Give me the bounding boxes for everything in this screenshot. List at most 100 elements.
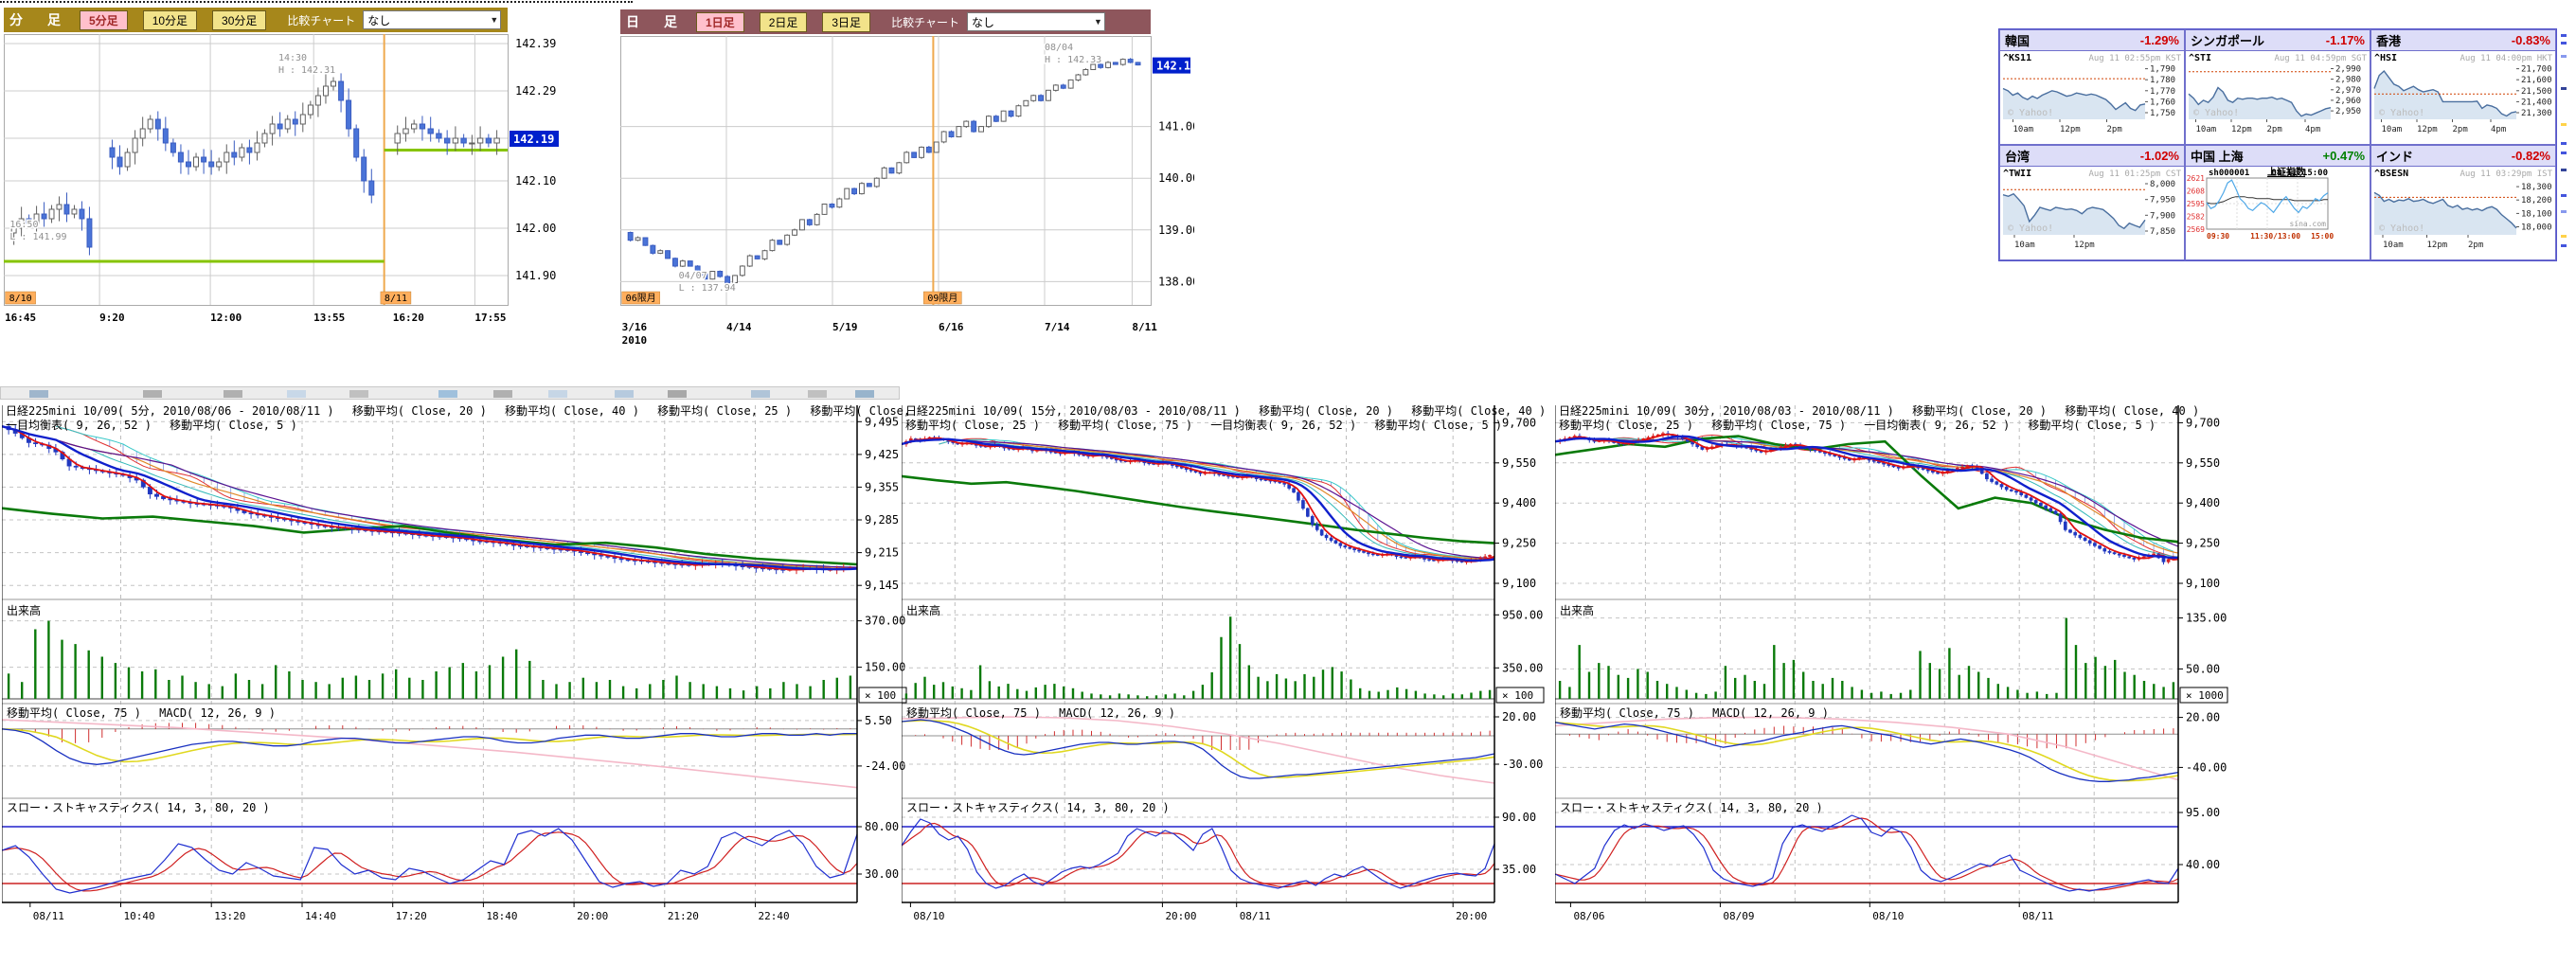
strip-block[interactable]: [29, 390, 48, 398]
svg-text:21,500: 21,500: [2521, 87, 2552, 97]
index-mini-chart[interactable]: ^KS11 Aug 11 02:55pm KST1,7901,7801,7701,…: [2000, 51, 2184, 144]
edge-mark: [2561, 123, 2567, 126]
minute-chart-period-button-0[interactable]: 5分足: [80, 9, 128, 30]
svg-text:4pm: 4pm: [2305, 125, 2320, 134]
price-axis-label: 9,700: [2186, 416, 2220, 429]
strip-block[interactable]: [493, 390, 512, 398]
strip-block[interactable]: [615, 390, 634, 398]
svg-text:^STI: ^STI: [2189, 53, 2211, 63]
edge-mark: [2561, 235, 2567, 238]
strip-block[interactable]: [287, 390, 306, 398]
annotation: 04/07: [679, 271, 707, 281]
volume-multiplier: × 1000: [2186, 689, 2224, 702]
technical-chart-0[interactable]: 9,495 9,425 9,355 9,285 9,215 9,145 日経225mini …: [1, 402, 944, 937]
svg-text:50.00: 50.00: [2186, 662, 2220, 675]
svg-text:2pm: 2pm: [2267, 125, 2282, 134]
thumbnail-strip[interactable]: [0, 386, 900, 400]
index-box-3[interactable]: 台湾 -1.02% ^TWII Aug 11 01:25pm CST 8,000 7,95…: [1999, 145, 2185, 260]
index-box-1[interactable]: シンガポール -1.17% ^STI Aug 11 04:59pm SGT 2,990 2…: [2185, 29, 2370, 145]
svg-text:2621: 2621: [2187, 174, 2205, 183]
strip-block[interactable]: [224, 390, 242, 398]
active-window-dotted-border: [0, 1, 633, 3]
time-axis-label: 20:00: [577, 910, 608, 922]
strip-block[interactable]: [808, 390, 827, 398]
index-box-5[interactable]: インド -0.82% ^BSESN Aug 11 03:29pm IST 18,300 1…: [2370, 145, 2556, 260]
svg-text:上证指数: 上证指数: [2267, 167, 2306, 178]
macd-panel-label: 移動平均( Close, 75 ) MACD( 12, 26, 9 ): [7, 706, 276, 720]
chart-title-line2: 移動平均( Close, 25 ) 移動平均( Close, 75 ) 一目均衡…: [905, 419, 1502, 432]
date-badge: [923, 291, 962, 305]
annotation: H : 142.31: [278, 65, 335, 76]
daily-chart-period-button-0[interactable]: 1日足: [696, 11, 744, 32]
daily-chart-plot[interactable]: 141.00 140.00 139.00 138.00 142.19 3/16 4/14 5/…: [620, 36, 1199, 363]
svg-text:10am: 10am: [2014, 241, 2035, 250]
strip-block[interactable]: [349, 390, 368, 398]
strip-block[interactable]: [143, 390, 162, 398]
index-header: 韓国 -1.29%: [2000, 30, 2184, 51]
index-change-percent: -1.02%: [2139, 149, 2179, 163]
edge-mark: [2561, 169, 2567, 171]
svg-text:1,770: 1,770: [2150, 87, 2175, 97]
daily-chart-svg[interactable]: 141.00 140.00 139.00 138.00 142.19 3/16 4/14 5/…: [620, 36, 1199, 358]
technical-chart-2[interactable]: 9,700 9,550 9,400 9,250 9,100 日経225mini 10/09…: [1554, 402, 2231, 937]
price-axis-label: 141.00: [1158, 120, 1194, 134]
index-box-2[interactable]: 香港 -0.83% ^HSI Aug 11 04:00pm HKT 21,700 21,6…: [2370, 29, 2556, 145]
price-axis-label: 9,400: [1502, 496, 1536, 509]
svg-text:1,760: 1,760: [2150, 98, 2175, 107]
minute-chart-period-button-2[interactable]: 30分足: [212, 9, 267, 30]
minute-chart-compare-select[interactable]: なし ▼: [363, 10, 502, 29]
strip-block[interactable]: [855, 390, 874, 398]
strip-block[interactable]: [668, 390, 687, 398]
svg-text:2,960: 2,960: [2335, 97, 2361, 106]
yahoo-watermark: © Yahoo!: [2008, 108, 2053, 118]
strip-block[interactable]: [438, 390, 457, 398]
svg-text:15:00: 15:00: [2311, 232, 2334, 241]
svg-text:2,990: 2,990: [2335, 64, 2361, 74]
minute-chart-compare-value: なし: [367, 13, 391, 27]
svg-text:^HSI: ^HSI: [2374, 53, 2397, 63]
svg-text:06限月: 06限月: [626, 293, 656, 304]
svg-text:21,700: 21,700: [2521, 65, 2552, 75]
edge-mark: [2561, 55, 2567, 58]
svg-text:Aug 11 04:59pm SGT: Aug 11 04:59pm SGT: [2274, 54, 2367, 63]
index-box-0[interactable]: 韓国 -1.29% ^KS11 Aug 11 02:55pm KST 1,790 1,78…: [1999, 29, 2185, 145]
volume-multiplier: × 100: [865, 689, 896, 702]
minute-chart-period-button-1[interactable]: 10分足: [142, 9, 198, 30]
svg-text:40.00: 40.00: [2186, 858, 2220, 871]
svg-text:35.00: 35.00: [1502, 863, 1536, 876]
svg-text:350.00: 350.00: [1502, 661, 1543, 674]
daily-chart-period-button-2[interactable]: 3日足: [822, 11, 871, 32]
strip-block[interactable]: [751, 390, 770, 398]
strip-block[interactable]: [548, 390, 567, 398]
time-axis-label: 14:40: [305, 910, 336, 922]
time-axis-label: 4/14: [726, 321, 752, 333]
svg-text:12pm: 12pm: [2231, 125, 2252, 134]
daily-chart-compare-select[interactable]: なし ▼: [966, 12, 1105, 31]
svg-text:7,950: 7,950: [2150, 196, 2175, 205]
minute-chart-plot[interactable]: 142.39 142.29 142.10 142.00 141.90 142.19 16:4…: [4, 34, 563, 342]
minute-chart-svg[interactable]: 142.39 142.29 142.10 142.00 141.90 142.19 16:4…: [4, 34, 563, 337]
svg-text:2,980: 2,980: [2335, 76, 2361, 85]
time-axis-label: 08/11: [33, 910, 64, 922]
yahoo-watermark: © Yahoo!: [2193, 108, 2239, 118]
svg-text:1,750: 1,750: [2150, 109, 2175, 118]
minute-chart-title: 分 足: [9, 12, 66, 27]
technical-chart-1[interactable]: 9,700 9,550 9,400 9,250 9,100 日経225mini 10/09…: [901, 402, 1547, 937]
svg-text:-24.00: -24.00: [865, 759, 905, 773]
time-axis-label: 16:45: [5, 312, 36, 324]
svg-text:-30.00: -30.00: [1502, 758, 1543, 771]
index-change-percent: -1.29%: [2139, 33, 2179, 47]
daily-chart-period-button-1[interactable]: 2日足: [759, 11, 808, 32]
time-axis-label: 08/11: [2022, 910, 2053, 922]
date-badge: [5, 291, 36, 305]
index-mini-chart[interactable]: ^BSESN Aug 11 03:29pm IST 18,300 18,200 18,1…: [2371, 167, 2555, 259]
index-name: 中国 上海: [2191, 150, 2244, 164]
svg-text:2,970: 2,970: [2335, 86, 2361, 96]
time-axis-label: 08/10: [913, 910, 944, 922]
index-box-4[interactable]: 中国 上海 +0.47% sh000001 上证指数 08-11 15:00 2621 26…: [2185, 145, 2370, 260]
svg-text:Aug 11 02:55pm KST: Aug 11 02:55pm KST: [2088, 54, 2181, 63]
